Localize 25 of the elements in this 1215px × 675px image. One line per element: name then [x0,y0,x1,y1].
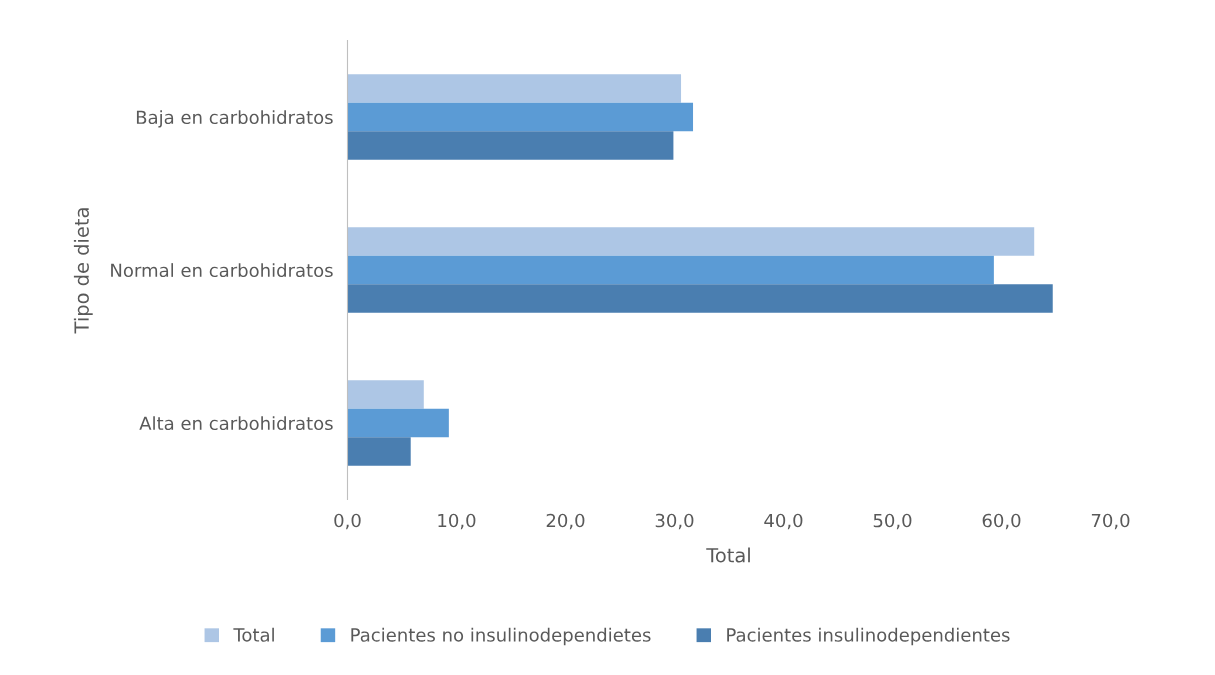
x-axis-title: Total [706,547,750,563]
bar [347,102,694,132]
x-tick-label: 30,0 [655,513,694,530]
bar [347,74,682,103]
bar [347,131,674,160]
x-tick-label: 40,0 [764,513,803,530]
legend-label: Total [233,627,274,642]
y-axis-title: Tipo de dieta [73,208,93,334]
y-tick-label: Baja en carbohidratos [136,110,333,128]
y-tick-label: Alta en carbohidratos [139,416,333,431]
x-tick-label: 20,0 [546,513,585,530]
x-tick-label: 10,0 [438,513,476,530]
bar [347,380,424,409]
x-tick-label: 70,0 [1091,513,1130,530]
legend-label: Pacientes insulinodependientes [727,627,1010,646]
bar [347,227,1035,256]
bar [347,284,1053,313]
bar [347,255,994,285]
y-tick-label: Normal en carbohidratos [111,263,333,278]
x-tick-label: 50,0 [873,513,912,530]
bar [347,437,411,466]
x-tick-label: 60,0 [982,513,1021,530]
legend-label: Pacientes no insulinodependietes [351,627,651,646]
bar [347,408,449,438]
x-tick-label: 0,0 [334,513,361,530]
